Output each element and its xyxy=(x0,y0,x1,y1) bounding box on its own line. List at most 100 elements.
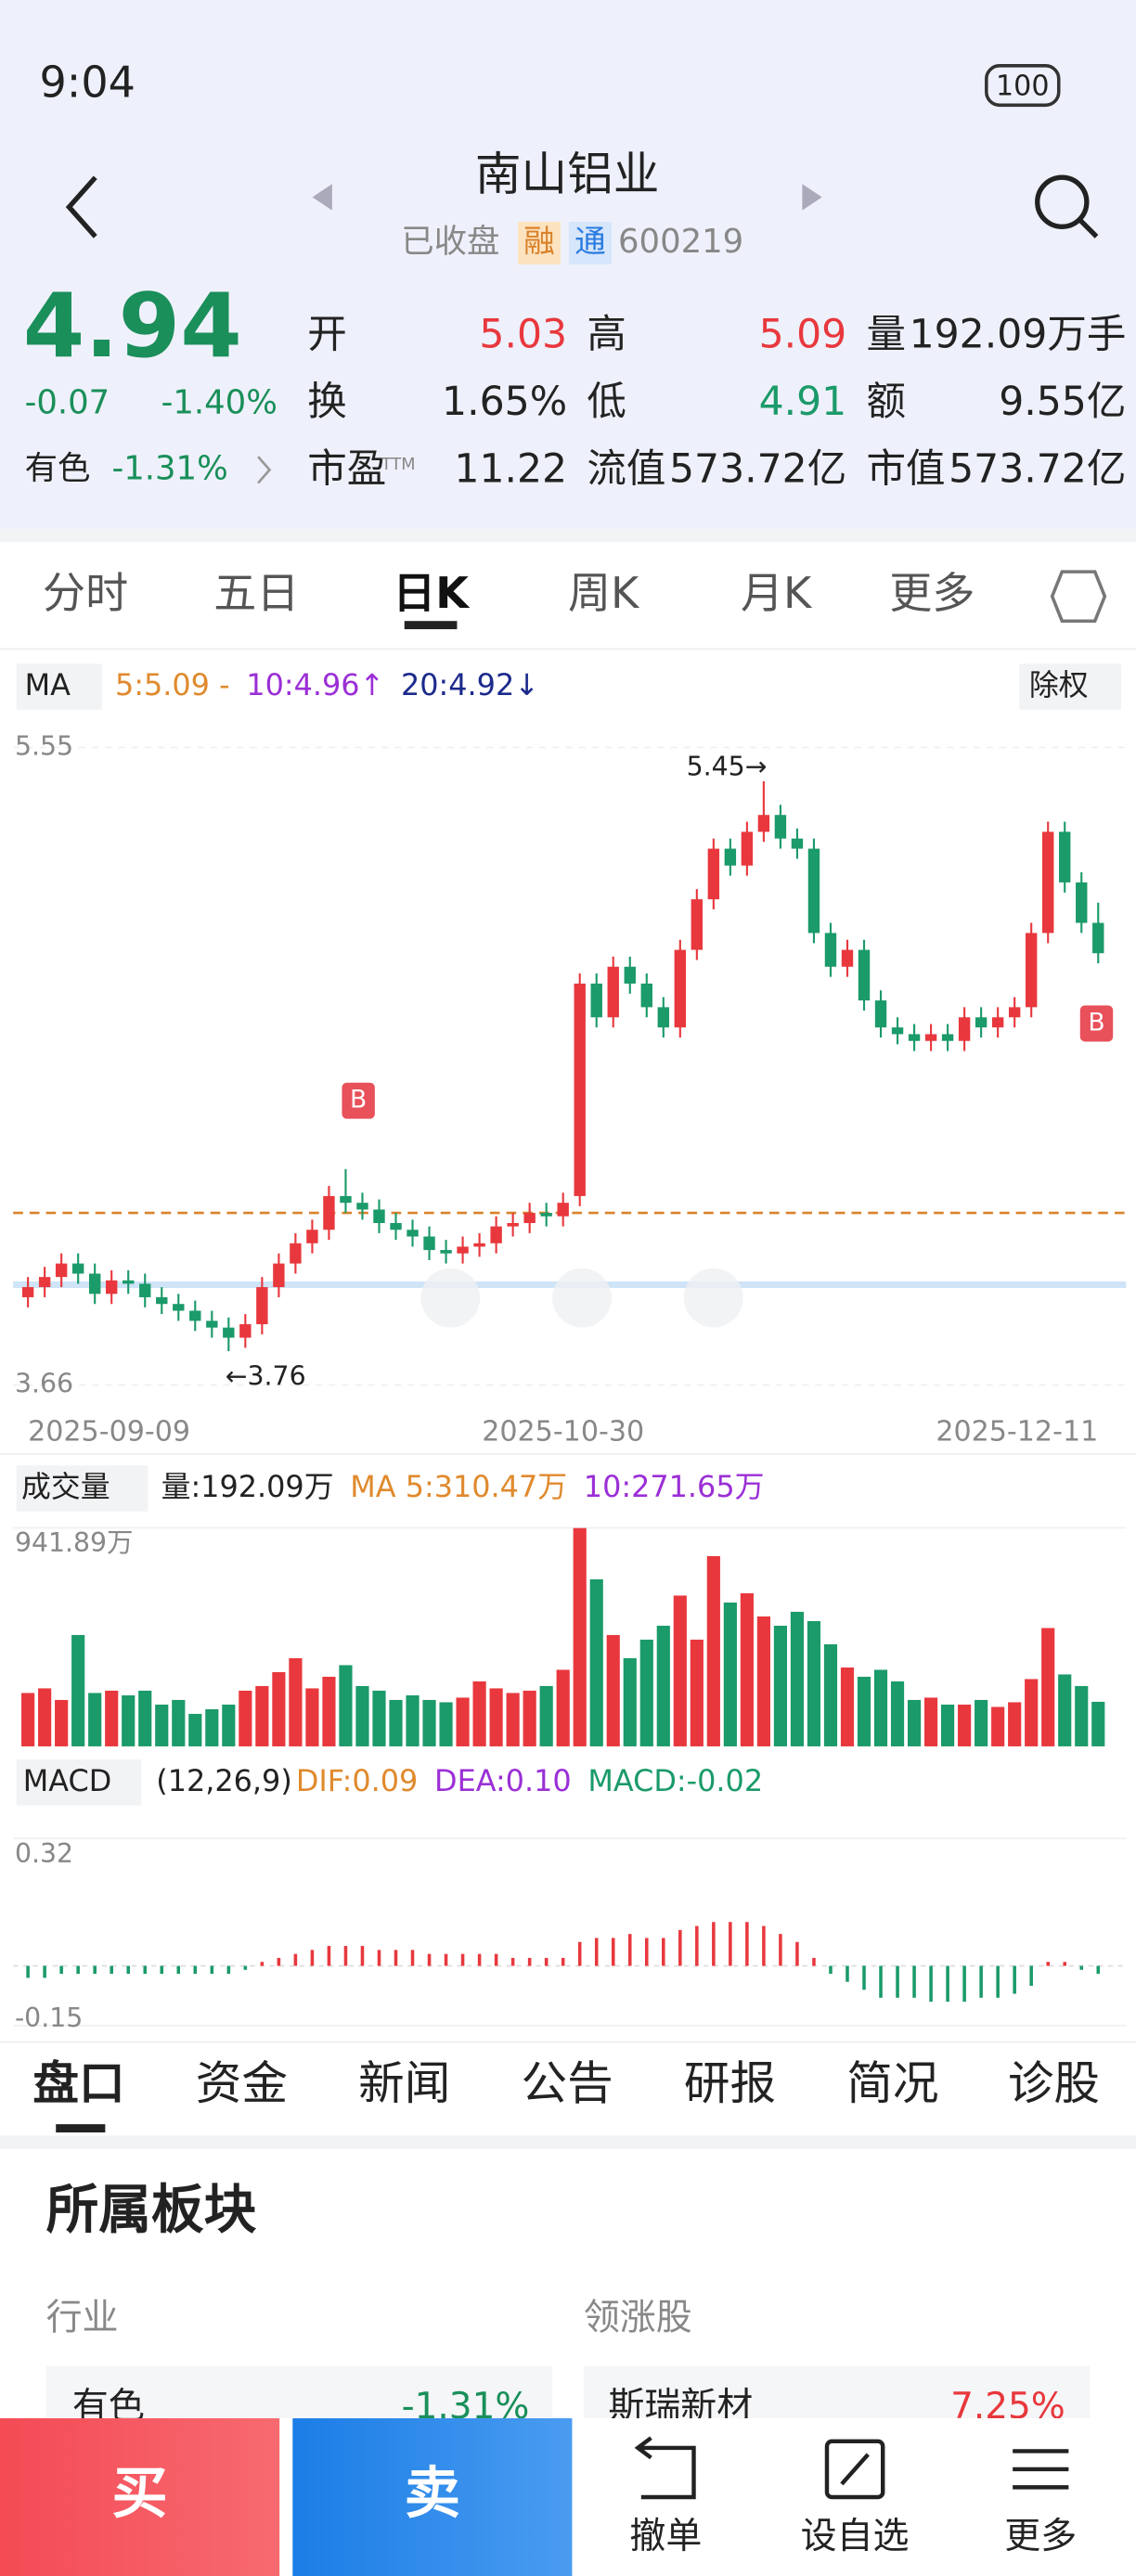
tab[interactable]: 日K xyxy=(393,568,471,618)
tab-indicator xyxy=(404,621,458,630)
macd-bar xyxy=(1029,1965,1033,1986)
undo-icon[interactable] xyxy=(634,2436,696,2500)
macd-bar xyxy=(912,1965,916,1998)
more-icon[interactable] xyxy=(1013,2449,1069,2490)
candle-body xyxy=(741,831,754,866)
field-label: 低 xyxy=(587,380,626,425)
macd-bar xyxy=(846,1965,849,1982)
tab[interactable]: 更多 xyxy=(889,568,975,618)
volume-bar xyxy=(422,1699,436,1746)
candle-body xyxy=(1008,1007,1021,1018)
sector[interactable]: 有色 xyxy=(25,449,91,487)
info-tab[interactable]: 研报 xyxy=(684,2056,776,2110)
volume-bar xyxy=(305,1688,319,1746)
signal: B xyxy=(1088,1008,1104,1037)
info-tab[interactable]: 公告 xyxy=(522,2056,613,2110)
vol-select[interactable] xyxy=(16,1465,148,1512)
adjust-select[interactable] xyxy=(1019,663,1122,710)
macd-bar xyxy=(143,1965,148,1975)
tab[interactable]: 月K xyxy=(741,568,813,618)
info-tab[interactable]: 新闻 xyxy=(358,2056,450,2110)
field-value: 4.91 xyxy=(759,380,847,425)
macd-bar xyxy=(1013,1965,1016,1994)
macd-bar xyxy=(996,1965,1000,1998)
candle-body xyxy=(55,1263,68,1278)
macd-bar xyxy=(293,1953,298,1966)
industry-label: 行业 xyxy=(46,2297,119,2338)
search-handle xyxy=(1078,218,1099,238)
volume-bar xyxy=(322,1676,336,1746)
volume-bar xyxy=(958,1704,972,1746)
divider xyxy=(0,2135,1136,2149)
settings-icon[interactable] xyxy=(1050,570,1107,623)
next-stock[interactable] xyxy=(802,184,822,211)
macd-bar xyxy=(795,1941,799,1966)
ma-select[interactable] xyxy=(16,663,102,710)
volume-bar xyxy=(21,1693,35,1746)
volume-bar xyxy=(489,1688,503,1746)
macd-params: (12,26,9) xyxy=(156,1763,292,1798)
macd-bar xyxy=(327,1946,331,1966)
macd-bar xyxy=(410,1950,415,1966)
legend-item: DIF:0.09 xyxy=(296,1763,418,1798)
tab[interactable]: 周K xyxy=(568,568,640,618)
nav-right[interactable] xyxy=(552,1268,612,1328)
tab[interactable]: 五日 xyxy=(213,568,299,618)
volume-bar xyxy=(941,1704,955,1746)
action-label[interactable]: 撤单 xyxy=(629,2516,702,2557)
volume-bar xyxy=(105,1690,119,1746)
candle-body xyxy=(256,1287,268,1325)
macd-bar xyxy=(377,1950,381,1966)
fullscreen[interactable] xyxy=(683,1268,743,1328)
divider xyxy=(0,529,1136,543)
buy-button[interactable] xyxy=(0,2418,280,2576)
prev-stock[interactable] xyxy=(312,184,332,211)
legend-item: 20:4.92↓ xyxy=(401,667,539,702)
candle-body xyxy=(841,949,854,967)
candle-body xyxy=(290,1243,302,1264)
candle-body xyxy=(356,1203,368,1210)
macd-bar xyxy=(76,1965,80,1975)
candle-body xyxy=(21,1287,34,1297)
info-tab[interactable]: 盘口 xyxy=(32,2056,124,2110)
macd-bar xyxy=(160,1965,164,1975)
volume-bar xyxy=(706,1555,720,1746)
volume-bar xyxy=(389,1699,403,1746)
search-button[interactable] xyxy=(1035,174,1090,229)
sell-button[interactable] xyxy=(292,2418,573,2576)
candle-body xyxy=(624,966,636,984)
macd-select[interactable] xyxy=(16,1759,142,1806)
back-button[interactable] xyxy=(65,175,97,238)
edit-icon[interactable] xyxy=(824,2439,885,2500)
candle-body xyxy=(540,1213,552,1217)
candle-body xyxy=(707,848,720,900)
macd-bar xyxy=(310,1950,315,1966)
info-tab[interactable]: 诊股 xyxy=(1008,2056,1100,2110)
candle-body xyxy=(574,983,586,1196)
field-label: 量 xyxy=(866,312,906,357)
signal-badge xyxy=(342,1082,375,1119)
volume-bar xyxy=(472,1681,486,1746)
macd-bar xyxy=(862,1965,866,1990)
volume-bar xyxy=(623,1657,637,1746)
info-tab[interactable]: 资金 xyxy=(196,2056,288,2110)
info-tab[interactable]: 简况 xyxy=(846,2056,938,2110)
volume-bar xyxy=(188,1713,202,1746)
macd-bar xyxy=(946,1965,949,2003)
macd-bar xyxy=(1096,1965,1101,1975)
y-tick-label: 0.32 xyxy=(15,1838,73,1869)
field-value: 11.22 xyxy=(454,447,567,493)
action-label[interactable]: 设自选 xyxy=(801,2516,910,2557)
action-label[interactable]: 更多 xyxy=(1004,2516,1077,2557)
nav-left[interactable] xyxy=(420,1268,481,1328)
macd-bar xyxy=(193,1965,198,1975)
macd-bar xyxy=(896,1965,899,1998)
volume-bar xyxy=(523,1690,536,1746)
tab[interactable]: 分时 xyxy=(43,568,128,618)
candle-body xyxy=(156,1296,168,1305)
candle-body xyxy=(123,1280,135,1284)
volume-bar xyxy=(222,1704,236,1746)
volume-bar xyxy=(723,1602,737,1746)
candle-body xyxy=(273,1263,285,1288)
